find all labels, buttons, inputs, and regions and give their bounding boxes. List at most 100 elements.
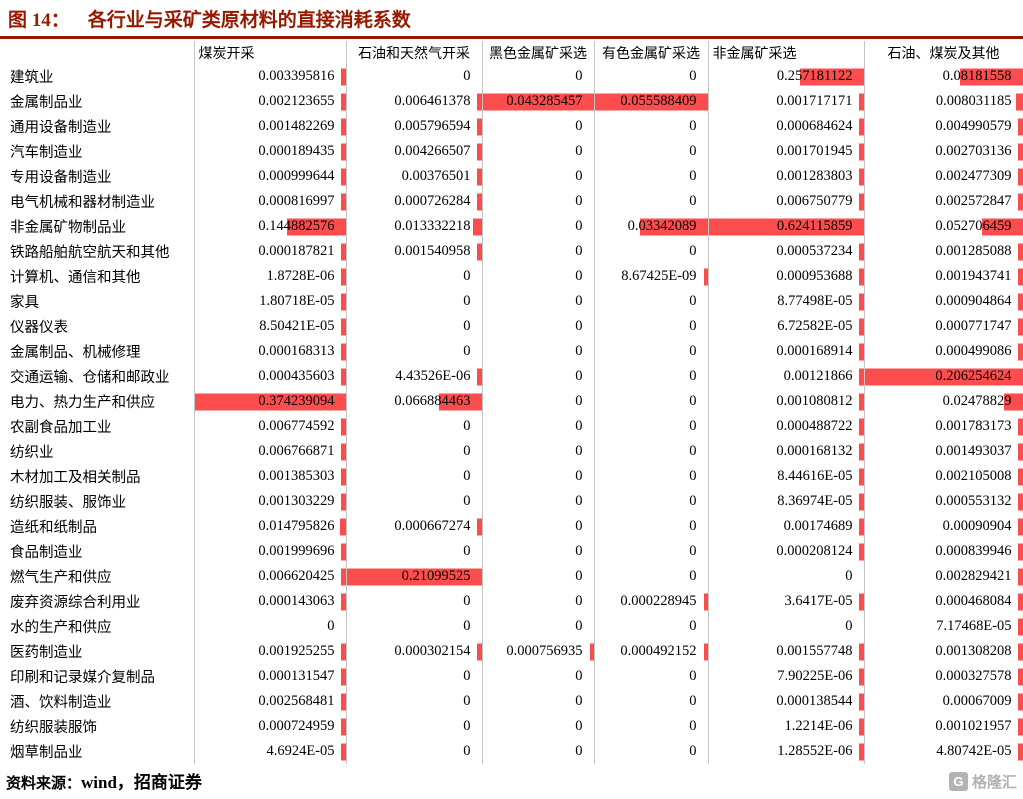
value-cell: 0.001943741: [864, 264, 1023, 289]
row-label: 专用设备制造业: [8, 164, 195, 189]
value-cell: 0.000553132: [864, 489, 1023, 514]
value-cell: 0.001283803: [708, 164, 865, 189]
row-label: 仪器仪表: [8, 314, 195, 339]
value-text: 0.001283803: [776, 168, 853, 184]
row-label: 金属制品业: [8, 89, 195, 114]
data-bar: [858, 468, 864, 485]
value-cell: 0: [482, 139, 595, 164]
row-label: 食品制造业: [8, 539, 195, 564]
data-bar: [858, 743, 864, 760]
value-text: 0.001285088: [935, 243, 1012, 259]
value-cell: 0.000724959: [194, 714, 347, 739]
table-row: 造纸和纸制品 0.014795826 0.000667274 0 0 0.00174689…: [8, 514, 1023, 539]
table-row: 非金属矿物制品业 0.144882576 0.013332218 0 0.0334208…: [8, 214, 1023, 239]
value-text: 0.004990579: [935, 118, 1012, 134]
value-text: 0: [689, 543, 697, 559]
value-cell: 0.00174689: [708, 514, 865, 539]
row-label: 金属制品、机械修理: [8, 339, 195, 364]
value-text: 0: [575, 243, 583, 259]
value-text: 0.002829421: [935, 568, 1012, 584]
value-text: 4.80742E-05: [936, 743, 1012, 759]
value-cell: 0.000131547: [194, 664, 347, 689]
value-cell: 0.00376501: [346, 164, 483, 189]
value-cell: 0: [346, 714, 483, 739]
value-text: 0.000816997: [258, 193, 335, 209]
value-text: 0.000143063: [258, 593, 335, 609]
value-text: 0.000953688: [776, 268, 853, 284]
value-text: 4.43526E-06: [395, 368, 471, 384]
data-bar: [1017, 193, 1023, 210]
value-cell: 0: [482, 64, 595, 89]
value-text: 3.6417E-05: [784, 593, 853, 609]
value-text: 0.000189435: [258, 143, 335, 159]
value-text: 0.001021957: [935, 718, 1012, 734]
data-bar: [340, 543, 346, 560]
data-bar: [340, 68, 346, 85]
row-label: 纺织服装、服饰业: [8, 489, 195, 514]
value-text: 0.001999696: [258, 543, 335, 559]
data-bar: [858, 693, 864, 710]
table-row: 酒、饮料制造业 0.002568481 0 0 0 0.000138544 0.000670…: [8, 689, 1023, 714]
value-text: 0.001943741: [935, 268, 1012, 284]
value-text: 0: [575, 718, 583, 734]
value-cell: 0: [482, 364, 595, 389]
data-bar: [1017, 293, 1023, 310]
table-row: 电气机械和器材制造业 0.000816997 0.000726284 0 0 0.0067…: [8, 189, 1023, 214]
value-cell: 0: [594, 114, 709, 139]
value-text: 0: [689, 143, 697, 159]
data-bar: [858, 318, 864, 335]
value-text: 0.003395816: [258, 68, 335, 84]
value-text: 0.000756935: [506, 643, 583, 659]
data-bar: [340, 418, 346, 435]
value-cell: 0.00090904: [864, 514, 1023, 539]
table-row: 农副食品加工业 0.006774592 0 0 0 0.000488722 0.001783…: [8, 414, 1023, 439]
data-bar: [858, 93, 864, 110]
table-row: 印刷和记录媒介复制品 0.000131547 0 0 0 7.90225E-06 0.000…: [8, 664, 1023, 689]
row-label: 电力、热力生产和供应: [8, 389, 195, 414]
data-bar: [339, 518, 346, 535]
value-text: 0: [575, 68, 583, 84]
data-bar: [1017, 418, 1023, 435]
value-text: 0.000771747: [935, 318, 1012, 334]
value-cell: 0: [708, 614, 865, 639]
data-bar: [1017, 243, 1023, 260]
data-bar: [477, 168, 482, 185]
value-cell: 1.80718E-05: [194, 289, 347, 314]
row-label: 印刷和记录媒介复制品: [8, 664, 195, 689]
row-label: 交通运输、仓储和邮政业: [8, 364, 195, 389]
data-bar: [858, 268, 864, 285]
value-text: 0: [689, 193, 697, 209]
value-text: 0: [689, 68, 697, 84]
data-bar: [594, 93, 708, 110]
value-text: 0: [463, 743, 471, 759]
data-bar: [1017, 643, 1023, 660]
value-text: 0: [463, 343, 471, 359]
data-bar: [1016, 93, 1023, 110]
value-text: 0: [575, 318, 583, 334]
value-cell: 0: [346, 64, 483, 89]
value-cell: 0.000327578: [864, 664, 1023, 689]
value-text: 0: [463, 543, 471, 559]
value-cell: 0.014795826: [194, 514, 347, 539]
table-row: 通用设备制造业 0.001482269 0.005796594 0 0 0.0006846…: [8, 114, 1023, 139]
value-cell: 0.002105008: [864, 464, 1023, 489]
value-text: 0.000999644: [258, 168, 335, 184]
value-text: 0.374239094: [258, 393, 335, 409]
value-cell: 0.008031185: [864, 89, 1023, 114]
value-cell: 0.000168914: [708, 339, 865, 364]
table-row: 专用设备制造业 0.000999644 0.00376501 0 0 0.00128380…: [8, 164, 1023, 189]
data-bar: [864, 368, 1023, 385]
value-text: 0: [575, 118, 583, 134]
value-cell: 0.000189435: [194, 139, 347, 164]
row-label: 废弃资源综合利用业: [8, 589, 195, 614]
data-bar: [340, 443, 346, 460]
value-cell: 0.000492152: [594, 639, 709, 664]
value-text: 0: [689, 393, 697, 409]
value-text: 0.000488722: [776, 418, 853, 434]
value-cell: 0: [594, 189, 709, 214]
value-cell: 0.002568481: [194, 689, 347, 714]
value-cell: 0: [346, 414, 483, 439]
value-cell: 0.000488722: [708, 414, 865, 439]
table-row: 纺织服装服饰 0.000724959 0 0 0 1.2214E-06 0.00102195…: [8, 714, 1023, 739]
value-text: 0.000839946: [935, 543, 1012, 559]
